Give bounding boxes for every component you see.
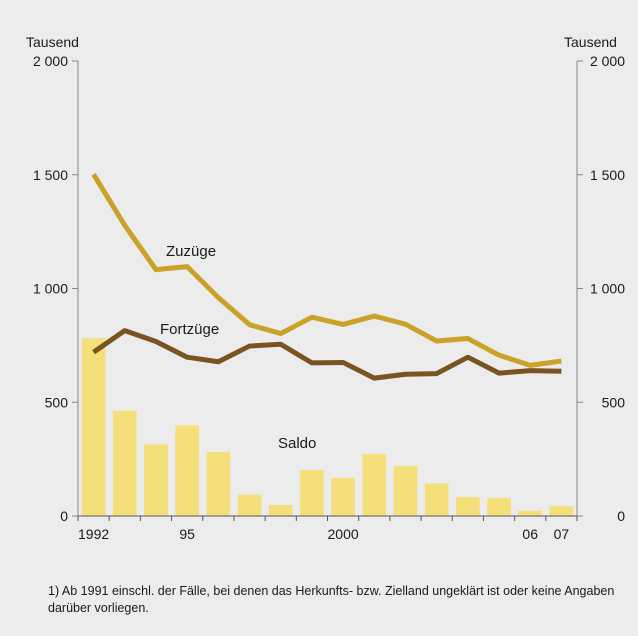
bar-saldo-1996 [206,451,231,516]
bar-saldo-1993 [112,410,137,516]
ytick-label-right-500: 500 [602,394,626,410]
bar-saldo-2000 [331,478,355,516]
bar-saldo-1999 [300,470,324,516]
bar-saldo-1995 [175,425,200,516]
ytick-label-right-0: 0 [617,508,625,524]
left-axis-unit: Tausend [26,34,79,50]
xtick-label-2000: 2000 [328,526,359,542]
right-axis-unit: Tausend [564,34,617,50]
ytick-label-right-1000: 1 000 [590,281,625,297]
ytick-label-left-500: 500 [45,394,69,410]
chart: 0 0 500 500 1 000 1 000 1 500 1 500 2 000 2 000 19… [26,34,625,542]
ytick-label-right-2000: 2 000 [590,53,625,69]
xtick-label-2007: 07 [554,526,570,542]
bar-saldo-1994 [144,444,168,516]
bar-saldo-2007 [549,505,574,516]
saldo-bars [81,338,574,516]
bar-saldo-2003 [424,483,449,516]
axes: 0 0 500 500 1 000 1 000 1 500 1 500 2 000 2 000 19… [33,53,625,542]
label-saldo: Saldo [278,435,316,452]
ytick-label-left-0: 0 [60,508,68,524]
ytick-label-right-1500: 1 500 [590,167,625,183]
ytick-label-left-1000: 1 000 [33,281,68,297]
ytick-label-left-1500: 1 500 [33,167,68,183]
bar-saldo-2004 [455,497,480,516]
line-fortzuege [92,328,562,381]
line-zuzuege [91,172,562,368]
bar-saldo-1998 [268,505,293,516]
ytick-label-left-2000: 2 000 [33,53,68,69]
bar-saldo-2005 [487,498,511,516]
xtick-label-1992: 1992 [78,526,109,542]
xtick-label-2006: 06 [522,526,538,542]
series-lines [91,172,562,381]
xtick-label-1995: 95 [179,526,195,542]
bar-saldo-2001 [362,453,387,516]
bar-saldo-2002 [393,465,418,516]
label-fortzuege: Fortzüge [160,321,219,338]
bar-saldo-1997 [237,494,262,516]
label-zuzuege: Zuzüge [166,243,216,260]
bar-saldo-2006 [518,510,543,516]
bar-saldo-1992 [81,338,106,516]
footnote: 1) Ab 1991 einschl. der Fälle, bei denen… [48,584,615,615]
